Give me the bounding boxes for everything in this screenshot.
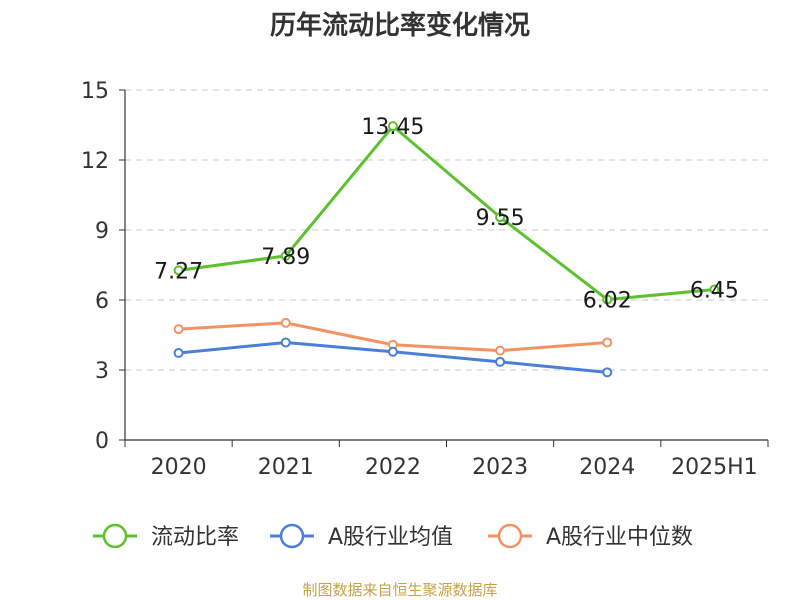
x-tick-label: 2021 (258, 455, 314, 480)
x-tick-label: 2022 (365, 455, 421, 480)
x-tick-label: 2023 (472, 455, 528, 480)
x-tick-label: 2025H1 (671, 455, 758, 480)
series-line (178, 124, 715, 302)
legend-label: A股行业中位数 (546, 525, 693, 550)
data-point (280, 250, 291, 261)
y-tick-label: 6 (95, 289, 109, 314)
legend-marker (102, 523, 128, 549)
legend: 流动比率 A股行业均值 A股行业中位数 (93, 523, 693, 550)
source-note: 制图数据来自恒生聚源数据库 (302, 581, 497, 599)
data-label: 7.27 (154, 259, 203, 284)
y-tick-label: 3 (95, 359, 109, 384)
y-tick-label: 12 (81, 149, 109, 174)
data-point (173, 265, 184, 276)
legend-label: 流动比率 (151, 525, 239, 550)
data-labels: 7.27 7.89 13.45 9.55 6.02 6.45 (154, 115, 739, 313)
legend-marker (497, 523, 523, 549)
data-point (387, 346, 398, 357)
data-point (280, 337, 291, 348)
data-point (173, 347, 184, 358)
series-layer (173, 121, 720, 378)
chart-title: 历年流动比率变化情况 (270, 10, 530, 41)
y-tick-label: 0 (95, 429, 109, 454)
data-point (495, 356, 506, 367)
data-label: 6.02 (583, 289, 632, 314)
data-point (495, 345, 506, 356)
data-label: 13.45 (361, 115, 424, 140)
data-label: 9.55 (476, 206, 525, 231)
data-point (387, 121, 398, 132)
data-point (280, 317, 291, 328)
grid (125, 89, 768, 371)
data-label: 7.89 (261, 245, 310, 270)
x-tick-label: 2020 (151, 455, 207, 480)
x-tick-label: 2024 (579, 455, 635, 480)
axes: 0 3 6 9 12 15 2020 2021 2022 2023 2024 2025H1 (81, 79, 769, 480)
data-point (173, 324, 184, 335)
legend-marker (279, 523, 305, 549)
data-point (709, 284, 720, 295)
data-point (602, 367, 613, 378)
legend-label: A股行业均值 (328, 525, 453, 550)
y-tick-label: 15 (81, 79, 109, 104)
data-point (602, 294, 613, 305)
y-tick-label: 9 (95, 219, 109, 244)
data-point (495, 212, 506, 223)
data-label: 6.45 (690, 279, 739, 304)
data-point (602, 337, 613, 348)
